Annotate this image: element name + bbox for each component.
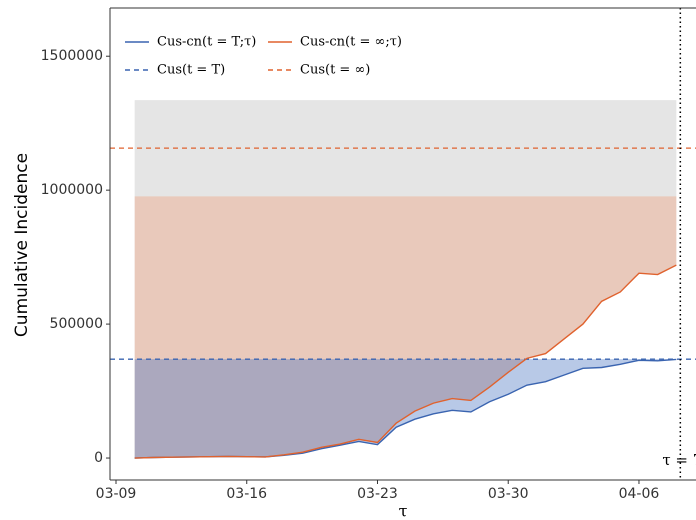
legend-label: Cus-cn(t = T;τ) (157, 35, 256, 50)
plot-area: τ = 7 0 500000 1000000 1500000 03-09 03-16 03-2… (41, 7, 696, 502)
y-tick-label: 1000000 (41, 182, 103, 198)
x-axis-title: τ (399, 502, 408, 520)
x-tick-label: 03-30 (488, 486, 529, 502)
band (134, 359, 677, 459)
x-tick-label: 04-06 (619, 486, 660, 502)
annotation: τ = 7 (662, 451, 696, 469)
legend: Cus-cn(t = T;τ) Cus-cn(t = ∞;τ) Cus(t = T)… (125, 35, 402, 78)
band (134, 100, 677, 459)
y-axis-title: Cumulative Incidence (12, 153, 32, 337)
legend-label: Cus(t = ∞) (300, 63, 370, 78)
x-tick-label: 03-09 (96, 486, 137, 502)
band (134, 196, 677, 459)
legend-label: Cus-cn(t = ∞;τ) (300, 35, 402, 50)
series-line (134, 264, 677, 459)
x-tick-label: 03-16 (226, 486, 267, 502)
y-tick-label: 0 (94, 450, 103, 466)
y-tick-label: 500000 (50, 316, 103, 332)
x-tick-label: 03-23 (357, 486, 398, 502)
legend-label: Cus(t = T) (157, 63, 225, 78)
y-tick-label: 1500000 (41, 48, 103, 64)
